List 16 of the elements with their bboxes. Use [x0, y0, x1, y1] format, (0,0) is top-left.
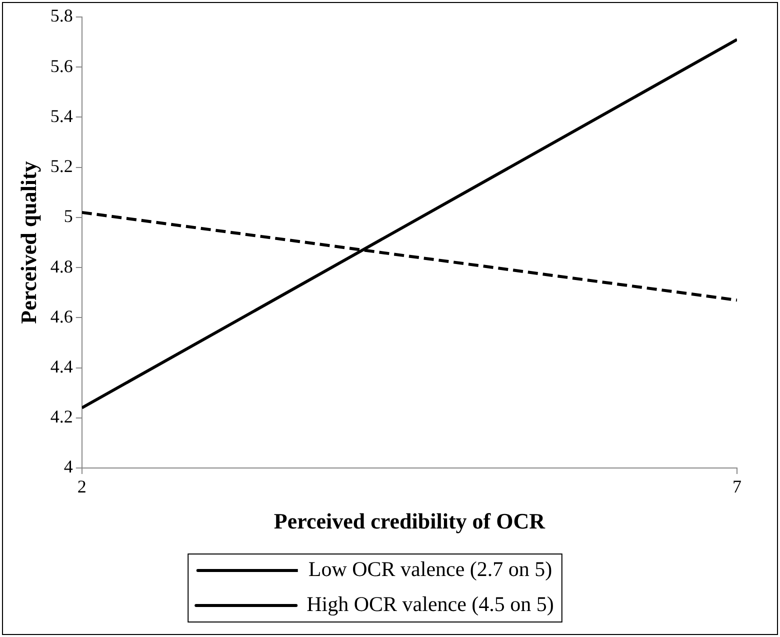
- x-tick-label: 7: [732, 476, 742, 497]
- legend-label: Low OCR valence (2.7 on 5): [308, 557, 552, 582]
- y-tick-label: 5.6: [50, 56, 73, 76]
- y-tick-label: 5.2: [50, 156, 73, 176]
- y-tick-label: 5: [64, 206, 73, 226]
- y-tick-label: 4.2: [50, 406, 73, 427]
- legend-label: High OCR valence (4.5 on 5): [306, 592, 554, 616]
- y-tick-label: 5.8: [50, 6, 73, 26]
- x-axis-title: Perceived credibility of OCR: [274, 508, 546, 534]
- y-axis-title: Perceived quality: [16, 161, 41, 324]
- y-tick-label: 5.4: [50, 106, 73, 126]
- x-tick-label: 2: [77, 476, 86, 497]
- y-tick-label: 4: [64, 456, 73, 477]
- y-tick-label: 4.4: [50, 356, 73, 377]
- y-tick-label: 4.6: [50, 306, 73, 326]
- y-tick-label: 4.8: [50, 256, 73, 276]
